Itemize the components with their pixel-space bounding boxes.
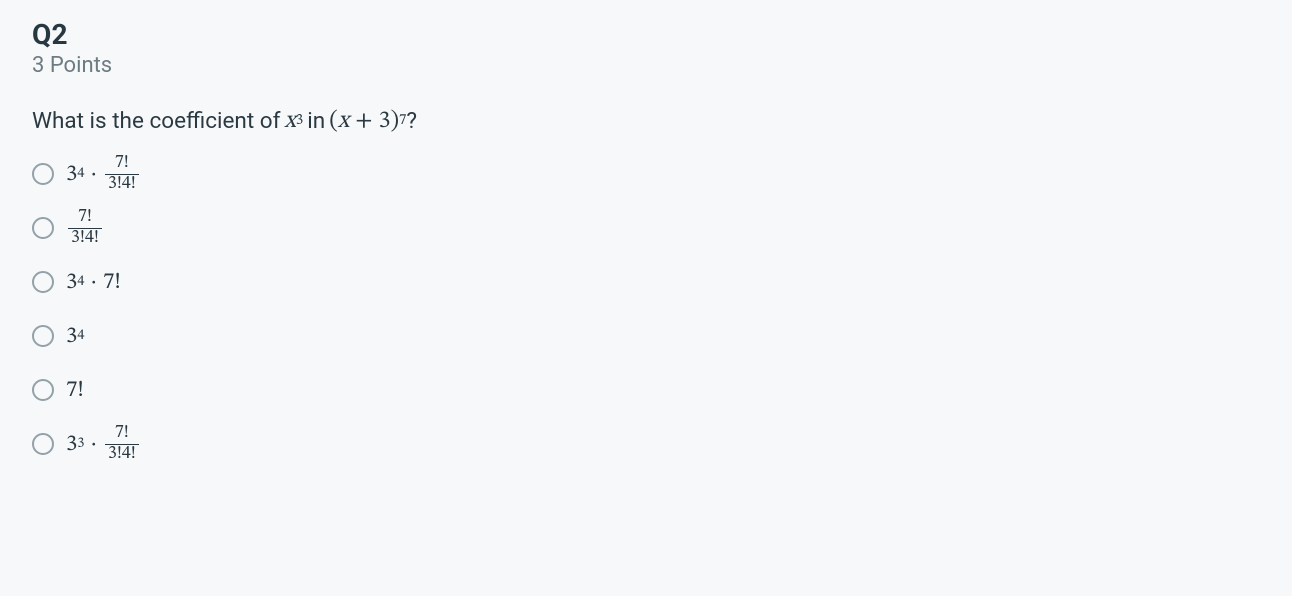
option-4-math: 7! xyxy=(66,376,84,405)
radio-icon[interactable] xyxy=(32,271,54,293)
option-0[interactable]: 34·7!3!4! xyxy=(32,154,1260,194)
question-number: Q2 xyxy=(32,18,1260,51)
radio-icon[interactable] xyxy=(32,379,54,401)
fraction: 7!3!4! xyxy=(105,155,139,194)
option-4[interactable]: 7! xyxy=(32,370,1260,410)
stem-mid: in xyxy=(307,108,325,134)
radio-icon[interactable] xyxy=(32,325,54,347)
fraction: 7!3!4! xyxy=(105,425,139,464)
options-list: 34·7!3!4! 7!3!4! 34·7! 34 xyxy=(32,154,1260,464)
math-x-cubed: x3 xyxy=(284,106,303,136)
stem-post: ? xyxy=(406,108,417,134)
radio-icon[interactable] xyxy=(32,217,54,239)
option-3[interactable]: 34 xyxy=(32,316,1260,356)
option-2-math: 34·7! xyxy=(66,268,121,297)
option-3-math: 34 xyxy=(66,322,84,351)
fraction: 7!3!4! xyxy=(68,209,102,248)
question-points: 3 Points xyxy=(32,53,1260,78)
question-container: Q2 3 Points What is the coefficient of x… xyxy=(0,0,1292,482)
math-binomial: (x+3)7 xyxy=(329,106,406,136)
option-0-math: 34·7!3!4! xyxy=(66,155,141,194)
stem-pre: What is the coefficient of xyxy=(32,108,280,134)
question-stem: What is the coefficient of x3 in (x+3)7 … xyxy=(32,106,1260,136)
radio-icon[interactable] xyxy=(32,163,54,185)
option-5[interactable]: 33·7!3!4! xyxy=(32,424,1260,464)
option-1[interactable]: 7!3!4! xyxy=(32,208,1260,248)
option-5-math: 33·7!3!4! xyxy=(66,425,141,464)
radio-icon[interactable] xyxy=(32,433,54,455)
option-2[interactable]: 34·7! xyxy=(32,262,1260,302)
option-1-math: 7!3!4! xyxy=(66,209,104,248)
